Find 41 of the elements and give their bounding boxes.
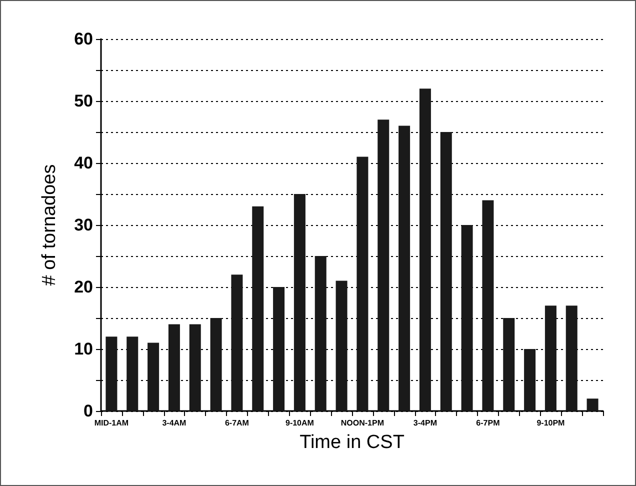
bar xyxy=(356,156,368,411)
bar xyxy=(148,342,160,411)
bar xyxy=(336,280,348,411)
bar xyxy=(106,336,118,411)
x-tick-label: 3-4AM xyxy=(162,418,187,428)
bar xyxy=(378,120,390,411)
bar xyxy=(189,324,201,411)
bar xyxy=(168,324,180,411)
y-tick-label: 30 xyxy=(74,216,93,234)
x-tick-label: 9-10AM xyxy=(285,418,314,428)
y-axis-title: # of tornadoes xyxy=(39,164,60,286)
bar xyxy=(210,318,222,411)
bar xyxy=(273,287,285,411)
y-tick-label: 0 xyxy=(84,402,93,420)
bar xyxy=(461,225,473,411)
bar xyxy=(544,306,556,411)
x-tick-label: NOON-1PM xyxy=(340,418,384,428)
bar xyxy=(503,318,515,411)
y-tick-label: 60 xyxy=(74,30,93,48)
bar xyxy=(440,132,452,411)
bar xyxy=(294,194,306,411)
bar xyxy=(524,349,536,411)
bar xyxy=(419,88,431,411)
bar xyxy=(586,398,598,411)
bar xyxy=(398,126,410,411)
y-tick-label: 20 xyxy=(74,278,93,296)
bar xyxy=(126,336,138,411)
bar xyxy=(231,274,243,411)
y-tick-label: 40 xyxy=(74,154,93,172)
x-tick-label: MID-1AM xyxy=(94,418,129,428)
bar xyxy=(566,306,578,411)
bar xyxy=(482,200,494,411)
bar xyxy=(252,206,264,411)
x-tick-label: 9-10PM xyxy=(536,418,566,428)
x-tick-label: 6-7AM xyxy=(224,418,250,428)
x-axis-title: Time in CST xyxy=(300,432,405,453)
bar xyxy=(314,256,326,411)
y-tick-label: 50 xyxy=(74,92,93,110)
x-tick-label: 3-4PM xyxy=(413,418,438,428)
y-tick-label: 10 xyxy=(74,340,93,358)
x-tick-label: 6-7PM xyxy=(476,418,500,428)
